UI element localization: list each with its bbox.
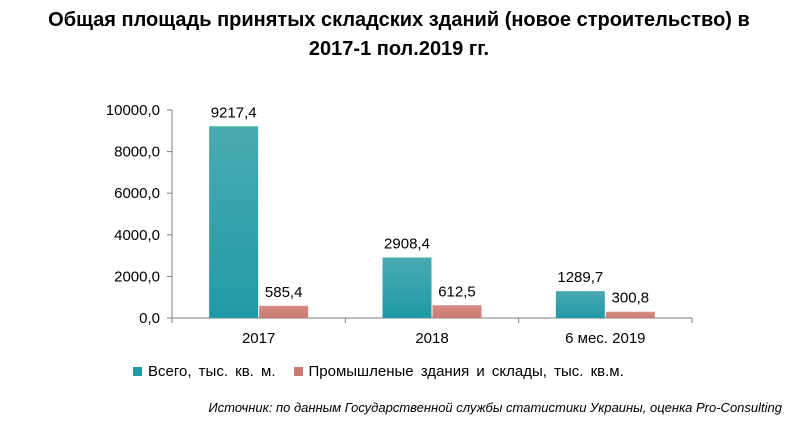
legend-label-total: Всего, тыс. кв. м.: [148, 363, 276, 380]
bar-total: [209, 126, 259, 318]
chart-title-line-2: 2017-1 пол.2019 гг.: [308, 38, 490, 60]
bar-industrial: [432, 305, 482, 318]
x-tick-label: 2018: [415, 330, 448, 347]
legend-label-industrial: Промышленые здания и склады, тыс. кв.м.: [308, 363, 624, 380]
legend-item-total: Всего, тыс. кв. м.: [133, 363, 276, 380]
bar-total: [382, 257, 432, 318]
y-tick-label: 4000,0: [114, 227, 160, 244]
data-label: 2908,4: [384, 236, 430, 253]
bar-industrial: [259, 305, 309, 318]
data-label: 585,4: [265, 284, 303, 301]
y-tick-label: 2000,0: [114, 268, 160, 285]
legend-swatch-total: [133, 367, 142, 376]
bar-total: [555, 291, 605, 318]
source-note: Источник: по данным Государственной служ…: [208, 400, 782, 415]
data-label: 612,5: [438, 283, 476, 300]
data-label: 9217,4: [211, 104, 257, 121]
legend-item-industrial: Промышленые здания и склады, тыс. кв.м.: [293, 363, 624, 380]
x-tick-label: 6 мес. 2019: [565, 330, 645, 347]
chart-title: Общая площадь принятых складских зданий …: [0, 6, 798, 64]
chart-title-line-1: Общая площадь принятых складских зданий …: [48, 9, 750, 31]
y-tick-label: 8000,0: [114, 144, 160, 161]
y-tick-label: 10000,0: [106, 102, 160, 119]
y-tick-label: 6000,0: [114, 185, 160, 202]
data-label: 1289,7: [557, 269, 603, 286]
data-label: 300,8: [612, 290, 650, 307]
x-tick-label: 2017: [242, 330, 275, 347]
legend: Всего, тыс. кв. м. Промышленые здания и …: [133, 363, 642, 380]
legend-swatch-industrial: [293, 367, 303, 376]
y-tick-label: 0,0: [139, 310, 160, 327]
bar-industrial: [605, 311, 655, 318]
